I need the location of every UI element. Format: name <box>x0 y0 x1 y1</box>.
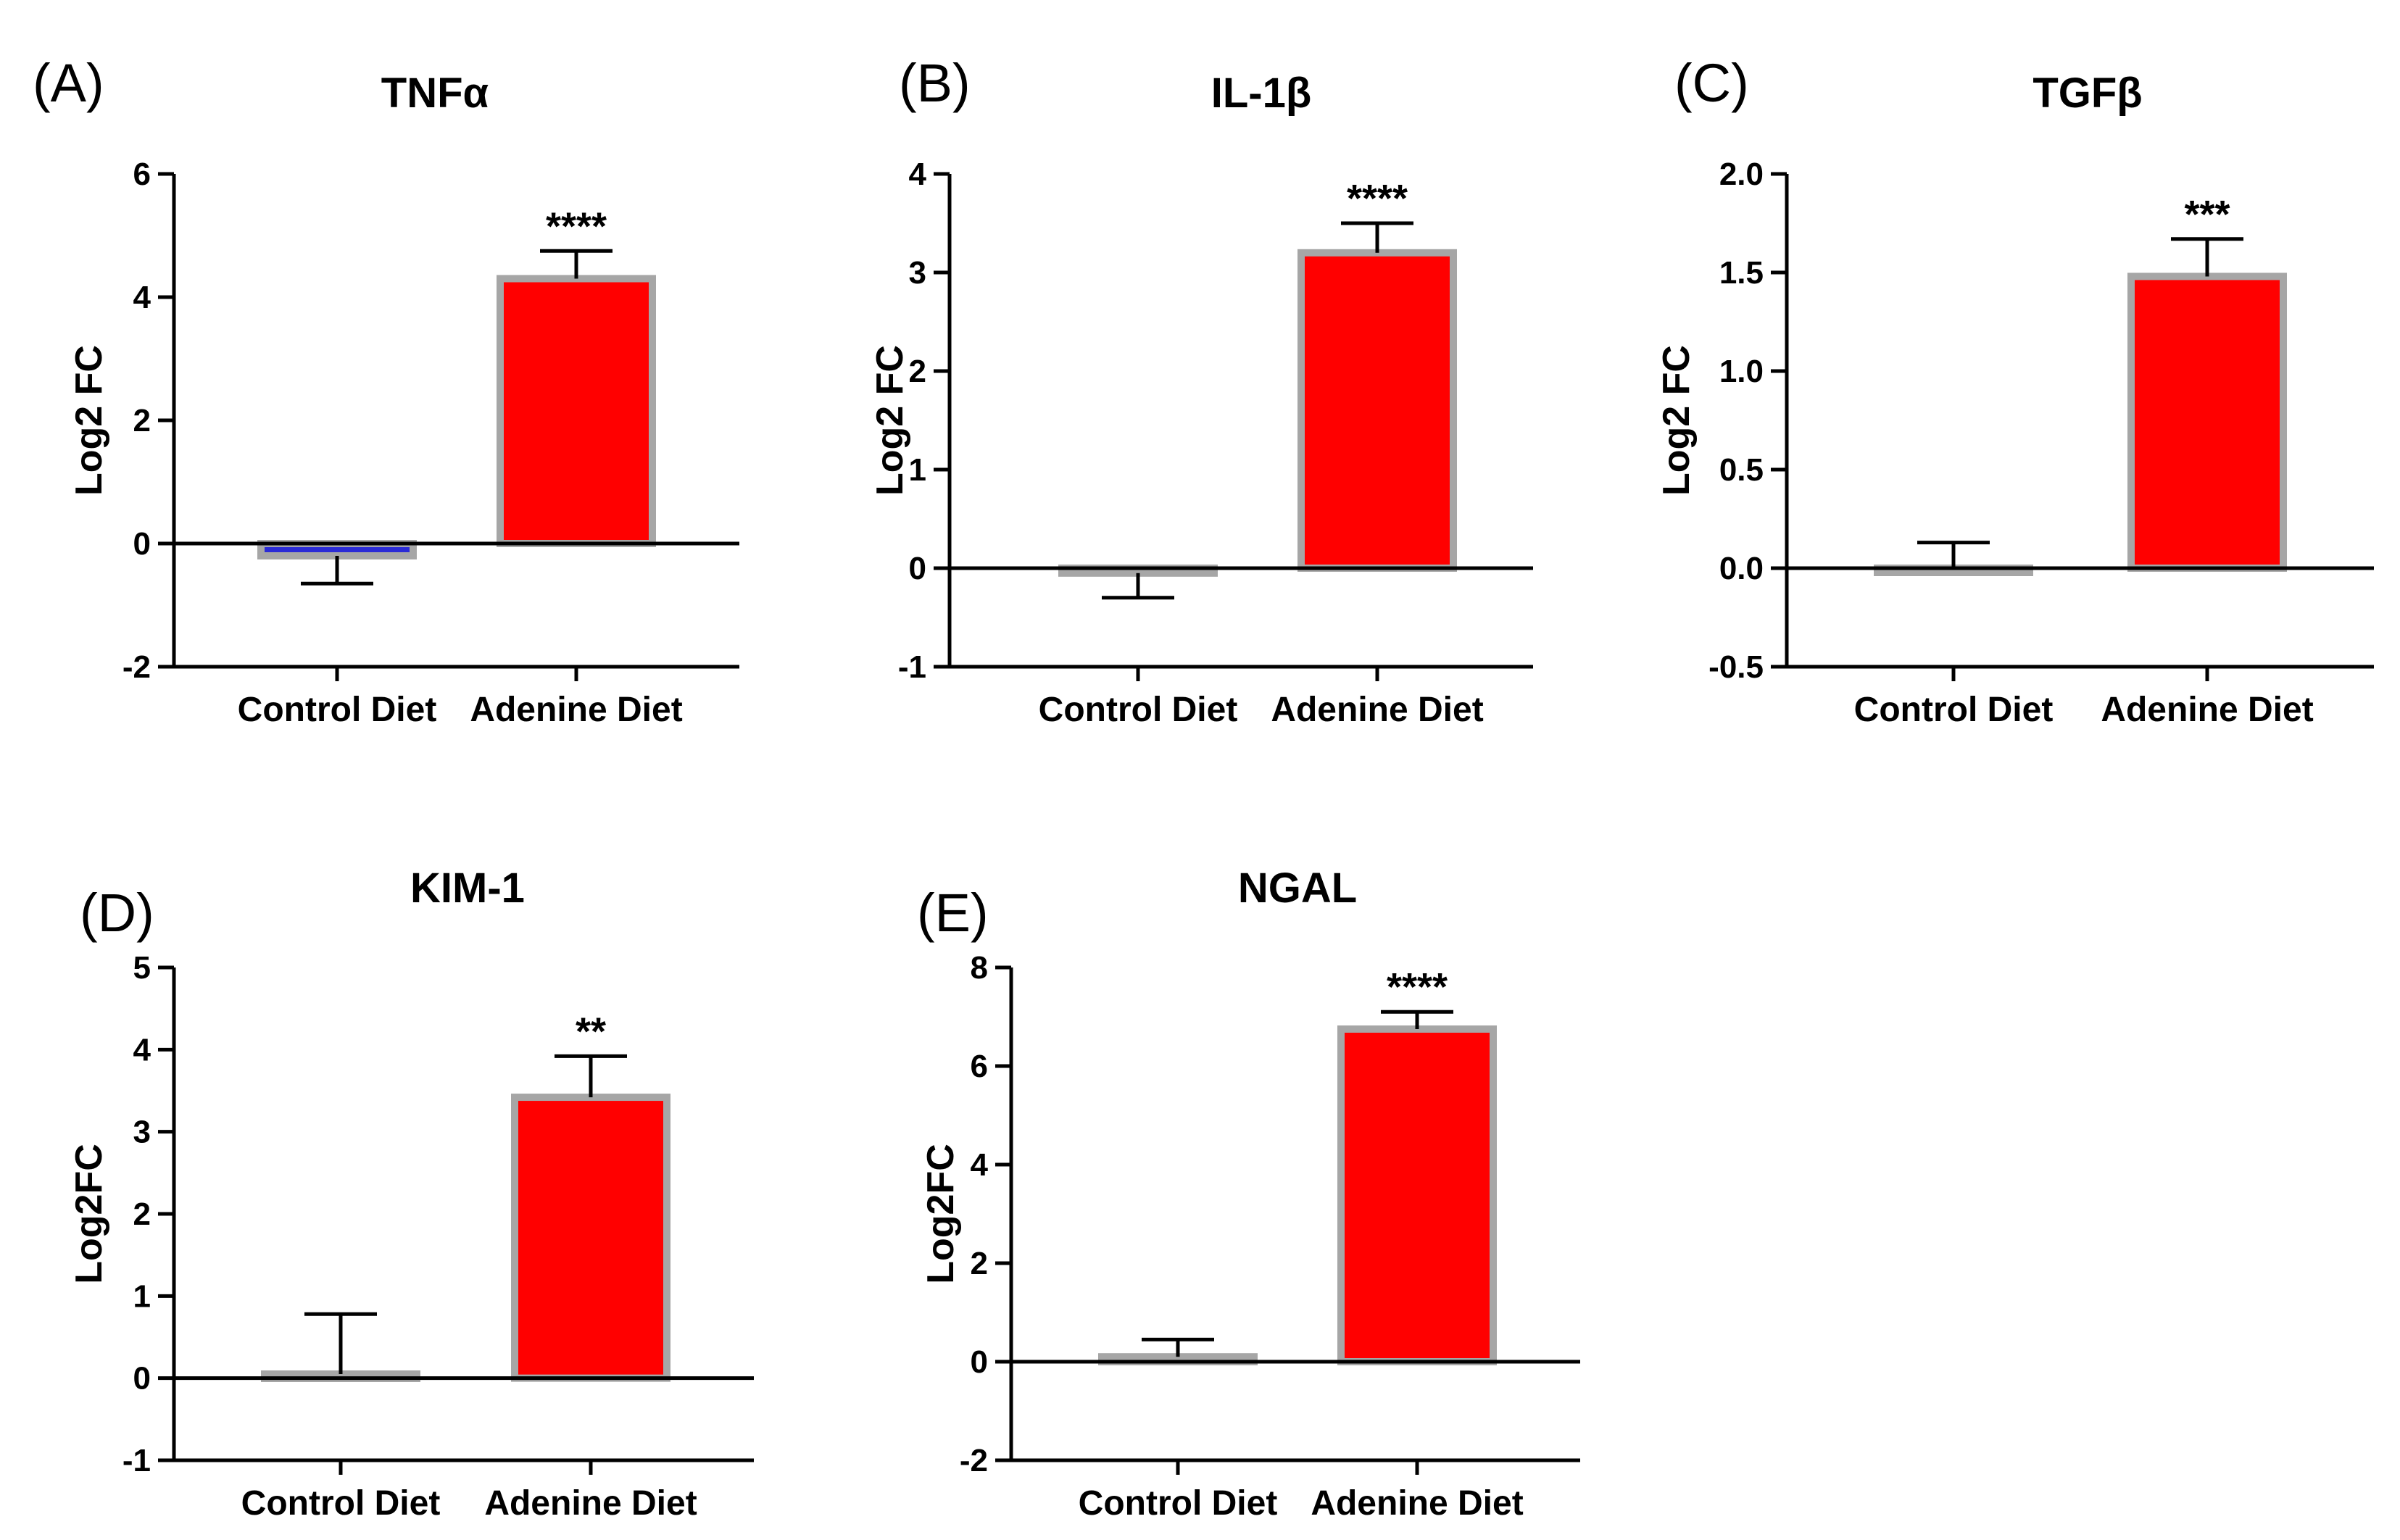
chart-panel-3: (C) TGFβ Log2 FC -0.5 0.0 0.5 1.0 1.5 2.0 Control… <box>1656 53 2374 729</box>
y-axis-label: Log2 FC <box>869 345 911 496</box>
chart-panel-5: (E) NGAL Log2FC -2 0 2 4 6 8 Control Diet **** Aden… <box>917 865 1580 1523</box>
chart-title: IL-1β <box>1211 70 1312 117</box>
y-tick-label: 2 <box>971 1246 988 1281</box>
bar-control-diet <box>257 540 417 559</box>
y-tick-label: 4 <box>133 1032 151 1067</box>
significance-label: ** <box>576 1010 606 1053</box>
bar-adenine-diet <box>2127 272 2287 572</box>
significance-label: **** <box>1387 965 1448 1009</box>
chart-panel-2: (B) IL-1β Log2 FC -1 0 1 2 3 4 Control Diet **** Ad… <box>869 53 1533 729</box>
panel-letter: (D) <box>80 883 154 943</box>
y-tick-label: 0.0 <box>1719 551 1764 586</box>
bar-adenine-diet <box>1337 1025 1497 1365</box>
y-tick-label: 0 <box>909 551 926 586</box>
y-axis-label: Log2 FC <box>1656 345 1698 496</box>
y-tick-label: 0 <box>971 1344 988 1380</box>
y-tick-label: -1 <box>123 1443 151 1478</box>
y-tick-label: 4 <box>971 1147 989 1183</box>
y-tick-label: 2.0 <box>1719 157 1764 192</box>
y-axis-label: Log2 FC <box>68 345 110 496</box>
x-category-label: Control Diet <box>1039 691 1238 729</box>
x-category-label: Control Diet <box>1854 691 2054 729</box>
y-tick-label: 8 <box>971 950 988 986</box>
chart-panel-4: (D) KIM-1 Log2FC -1 0 1 2 3 4 5 Control Diet ** Aden… <box>68 865 754 1523</box>
x-category-label: Control Diet <box>1079 1484 1278 1523</box>
x-category-label: Adenine Diet <box>1271 691 1483 729</box>
x-category-label: Control Diet <box>238 691 437 729</box>
panel-letter: (E) <box>917 883 989 943</box>
y-tick-label: 0 <box>133 526 151 562</box>
y-tick-label: -0.5 <box>1708 649 1764 685</box>
significance-label: **** <box>546 204 607 248</box>
y-axis-label: Log2FC <box>920 1144 962 1284</box>
significance-label: *** <box>2184 193 2230 236</box>
x-category-label: Adenine Diet <box>2101 691 2313 729</box>
y-tick-label: -2 <box>123 649 151 685</box>
panel-letter: (A) <box>33 53 104 113</box>
y-tick-label: 6 <box>133 157 151 192</box>
panel-letter: (C) <box>1674 53 1749 113</box>
y-tick-label: 1.0 <box>1719 354 1764 389</box>
y-tick-label: 1.5 <box>1719 255 1764 291</box>
y-tick-label: -2 <box>960 1443 988 1478</box>
y-tick-label: 1 <box>133 1278 151 1314</box>
bar-adenine-diet <box>1297 249 1457 572</box>
significance-label: **** <box>1347 177 1408 220</box>
y-tick-label: 3 <box>909 255 926 291</box>
y-tick-label: -1 <box>898 649 926 685</box>
y-tick-label: 2 <box>133 1196 151 1232</box>
y-tick-label: 2 <box>909 354 926 389</box>
x-category-label: Adenine Diet <box>470 691 682 729</box>
y-tick-label: 0.5 <box>1719 452 1764 488</box>
chart-title: KIM-1 <box>410 865 525 912</box>
chart-title: TGFβ <box>2032 70 2142 117</box>
y-tick-label: 2 <box>133 403 151 438</box>
y-tick-label: 4 <box>909 157 927 192</box>
y-tick-label: 1 <box>909 452 926 488</box>
bar-adenine-diet <box>497 275 656 547</box>
chart-panel-1: (A) TNFα Log2 FC -2 0 2 4 6 Control Diet **** Aden… <box>33 53 739 729</box>
y-tick-label: 5 <box>133 950 151 986</box>
panel-letter: (B) <box>899 53 971 113</box>
y-tick-label: 6 <box>971 1049 988 1084</box>
y-axis-label: Log2FC <box>68 1144 110 1284</box>
x-category-label: Adenine Diet <box>484 1484 697 1523</box>
y-tick-label: 0 <box>133 1361 151 1397</box>
y-tick-label: 4 <box>133 280 151 315</box>
y-tick-label: 3 <box>133 1115 151 1150</box>
chart-title: TNFα <box>381 70 489 117</box>
x-category-label: Control Diet <box>241 1484 441 1523</box>
x-category-label: Adenine Diet <box>1311 1484 1523 1523</box>
bar-adenine-diet <box>511 1094 670 1382</box>
chart-title: NGAL <box>1238 865 1357 912</box>
